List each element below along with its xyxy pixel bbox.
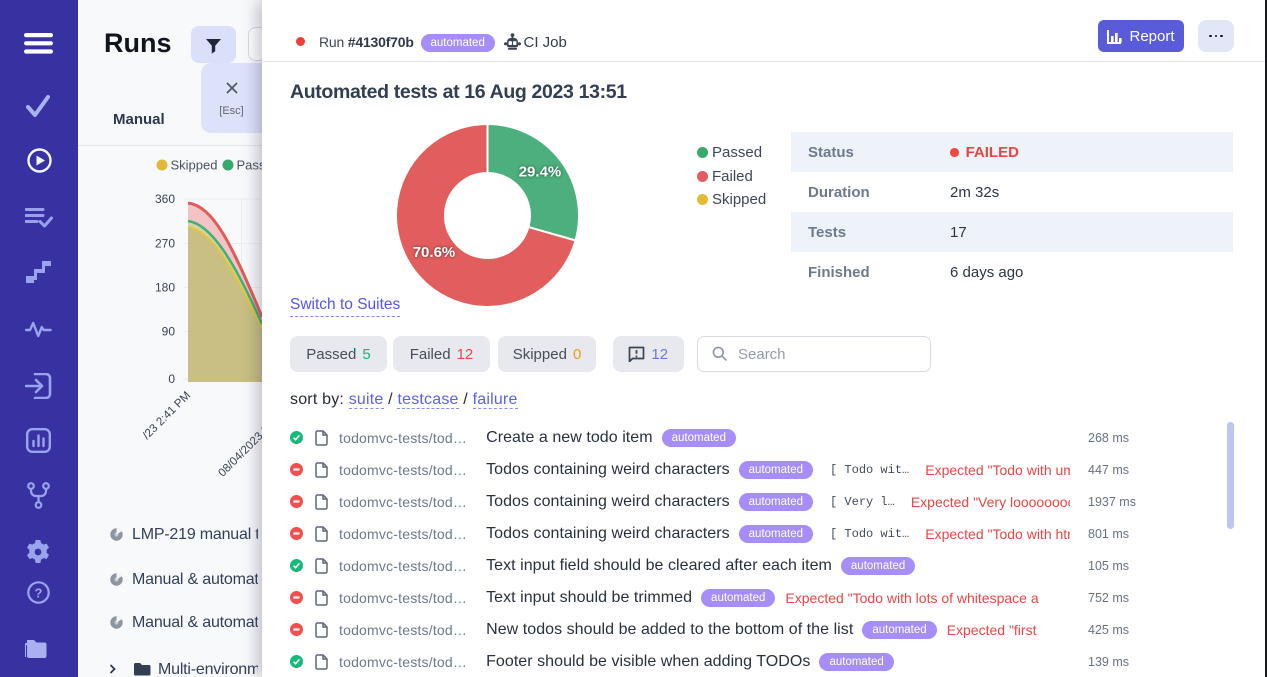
svg-text:08/04/2023 2:41 PM: 08/04/2023 2:41 PM (216, 398, 262, 480)
svg-text:90: 90 (162, 325, 176, 339)
svg-text:29.4%: 29.4% (519, 164, 562, 181)
svg-text:/23 2:41 PM: /23 2:41 PM (141, 390, 193, 442)
svg-text:?: ? (35, 586, 43, 601)
svg-text:Skipped: Skipped (171, 158, 218, 173)
svg-text:Pass: Pass (237, 158, 263, 173)
svg-text:0: 0 (168, 372, 175, 386)
svg-text:70.6%: 70.6% (413, 244, 456, 261)
svg-text:360: 360 (155, 192, 175, 206)
svg-text:270: 270 (155, 237, 175, 251)
svg-text:180: 180 (155, 281, 175, 295)
